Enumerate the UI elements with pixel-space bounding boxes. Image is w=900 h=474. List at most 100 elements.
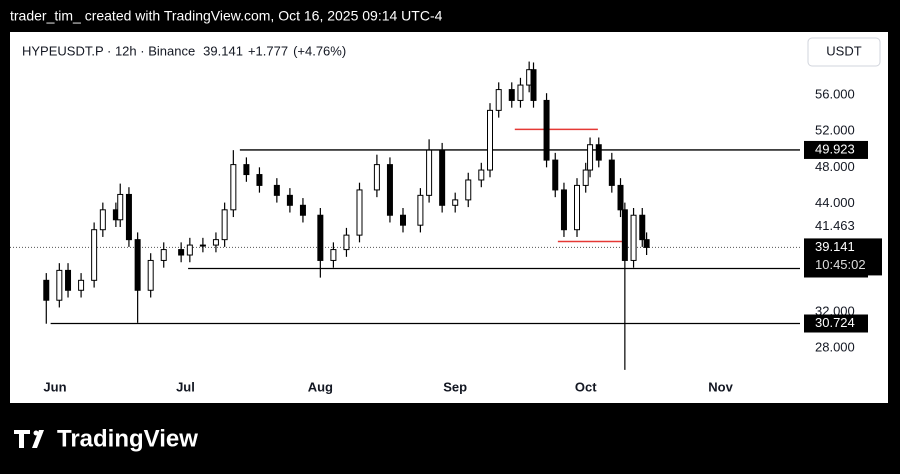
candle-body — [230, 164, 237, 211]
currency-label[interactable]: USDT — [826, 43, 861, 58]
candle — [186, 237, 193, 263]
candle — [587, 137, 594, 178]
candle — [608, 152, 615, 193]
change-pct: (+4.76%) — [293, 43, 346, 58]
candle-body — [543, 99, 550, 161]
level-price-box — [804, 314, 868, 333]
candle-body — [147, 259, 154, 291]
candle-body — [608, 159, 615, 186]
candle-body — [125, 193, 132, 241]
candle — [134, 232, 141, 323]
x-tick-label: Aug — [308, 379, 333, 394]
candle-body — [134, 239, 141, 291]
candle — [465, 172, 472, 208]
candle — [91, 222, 98, 288]
candle-body — [356, 189, 363, 236]
level-price-label: 49.923 — [815, 141, 855, 156]
countdown: 10:45:02 — [815, 257, 866, 272]
candle — [125, 187, 132, 247]
candle-body — [43, 279, 50, 301]
candle-body — [639, 214, 646, 241]
candle — [330, 242, 337, 268]
candle-body — [487, 109, 494, 171]
candle-body — [286, 194, 293, 206]
candle — [630, 208, 637, 268]
chart-area — [10, 32, 888, 403]
candle — [56, 263, 63, 308]
candle — [643, 232, 650, 256]
candle-body — [417, 194, 424, 226]
candle — [582, 162, 589, 193]
candle-body — [574, 184, 581, 231]
candle-body — [399, 214, 406, 226]
candle — [147, 253, 154, 298]
candle-body — [65, 269, 72, 291]
candle-body — [199, 244, 206, 247]
candle — [343, 227, 350, 257]
candle-body — [243, 164, 250, 176]
candle — [256, 167, 263, 193]
candle-body — [56, 269, 63, 301]
candle — [221, 202, 228, 247]
candle — [212, 232, 219, 253]
candle-body — [621, 209, 628, 261]
brand-logo — [14, 430, 44, 448]
candle — [543, 93, 550, 168]
candle — [595, 137, 602, 168]
candle-body — [426, 149, 433, 196]
candle-body — [330, 249, 337, 261]
symbol-title: HYPEUSDT.P · 12h · Binance — [22, 43, 195, 58]
last-price: 39.141 — [203, 43, 243, 58]
candle-body — [221, 209, 228, 241]
candle — [373, 154, 380, 198]
change: +1.777 — [248, 43, 288, 58]
candle — [517, 77, 524, 108]
candle — [243, 157, 250, 182]
candle-body — [299, 204, 306, 216]
x-tick-label: Sep — [443, 379, 467, 394]
candle-body — [465, 179, 472, 201]
candle — [439, 142, 446, 213]
candle — [426, 139, 433, 203]
candle — [386, 157, 393, 223]
x-tick-label: Oct — [575, 379, 597, 394]
candle — [617, 178, 624, 218]
candle-body — [587, 144, 594, 171]
candle-body — [256, 174, 263, 186]
y-tick-label: 44.000 — [815, 195, 855, 210]
candle-body — [517, 84, 524, 101]
candle — [43, 273, 50, 324]
candle-body — [99, 209, 106, 231]
candle-body — [495, 89, 502, 111]
plot: 28.00032.00041.46344.00048.00052.00056.0… — [10, 61, 882, 403]
level-price-label: 30.724 — [815, 315, 855, 330]
candle-body — [630, 214, 637, 261]
candle — [478, 162, 485, 188]
candle — [299, 198, 306, 223]
candle-body — [186, 244, 193, 256]
last-price-box — [804, 238, 882, 276]
candle-body — [595, 144, 602, 161]
last-price-label: 39.141 — [815, 239, 855, 254]
candle-body — [373, 164, 380, 191]
candle-body — [317, 214, 324, 261]
x-tick-label: Jul — [176, 379, 195, 394]
candle — [621, 202, 628, 370]
candle — [160, 242, 167, 268]
candle — [230, 150, 237, 218]
brand: TradingView — [57, 425, 198, 452]
candle-body — [273, 184, 280, 196]
candle — [99, 202, 106, 237]
candle-body — [617, 184, 624, 211]
candle — [286, 188, 293, 213]
candle-body — [452, 199, 459, 206]
y-tick-label: 52.000 — [815, 123, 855, 138]
candle-body — [560, 189, 567, 231]
currency-button[interactable] — [807, 37, 881, 67]
candle-body — [439, 149, 446, 206]
candle — [78, 273, 85, 298]
candle — [273, 178, 280, 203]
y-tick-label: 41.463 — [815, 218, 855, 233]
